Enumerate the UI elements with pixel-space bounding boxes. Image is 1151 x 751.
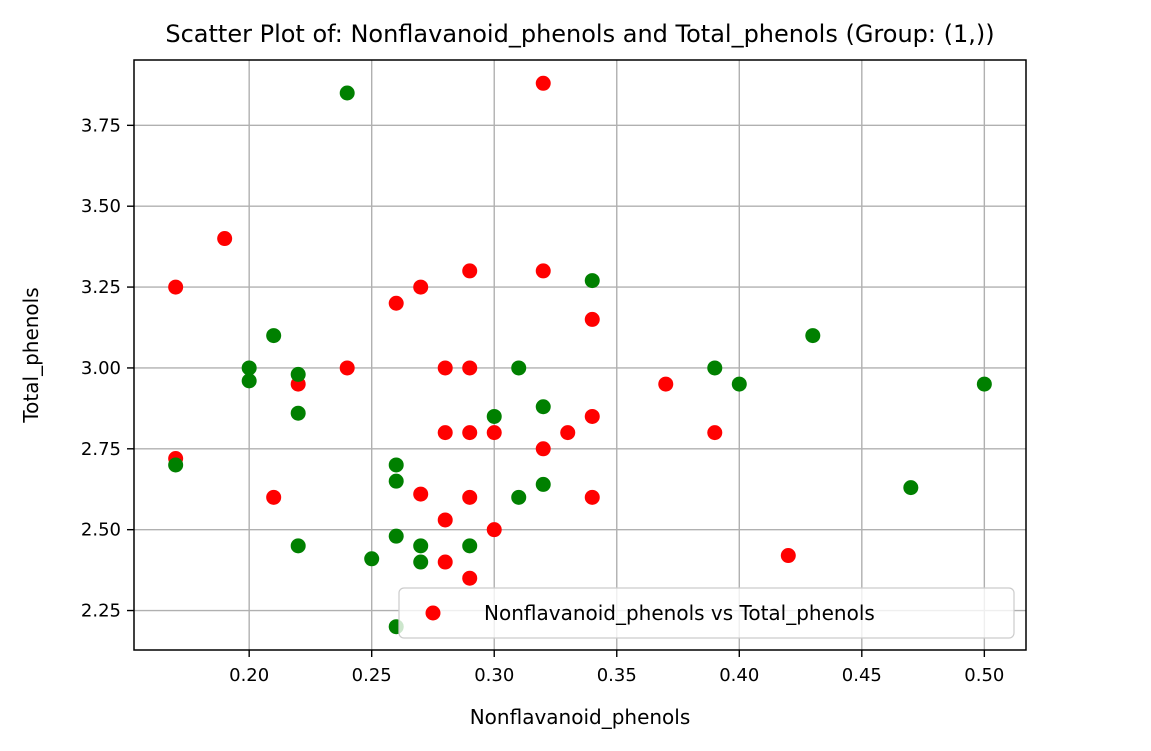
y-tick-label: 3.50 xyxy=(81,196,121,217)
data-point xyxy=(266,489,282,505)
data-point xyxy=(290,405,306,421)
data-point xyxy=(388,295,404,311)
data-point xyxy=(535,441,551,457)
data-point xyxy=(462,360,478,376)
data-point xyxy=(707,425,723,441)
data-point xyxy=(584,489,600,505)
data-point xyxy=(535,476,551,492)
x-tick-label: 0.20 xyxy=(229,665,269,686)
data-point xyxy=(339,85,355,101)
x-tick-label: 0.40 xyxy=(719,665,759,686)
plot-frame xyxy=(133,59,1027,651)
x-axis-ticks: 0.20 0.25 0.30 0.35 0.40 0.45 0.50 xyxy=(229,650,1004,686)
data-point xyxy=(168,279,184,295)
data-point xyxy=(486,425,502,441)
data-point xyxy=(241,373,257,389)
y-tick-label: 2.75 xyxy=(81,439,121,460)
x-tick-label: 0.50 xyxy=(964,665,1004,686)
data-point xyxy=(780,548,796,564)
data-point xyxy=(584,408,600,424)
legend: Nonflavanoid_phenols vs Total_phenols xyxy=(398,587,1015,639)
chart-title: Scatter Plot of: Nonflavanoid_phenols an… xyxy=(165,20,994,48)
data-point xyxy=(560,425,576,441)
data-point xyxy=(413,486,429,502)
data-point xyxy=(805,328,821,344)
data-point xyxy=(437,512,453,528)
data-point xyxy=(486,522,502,538)
data-point xyxy=(413,554,429,570)
data-point xyxy=(462,425,478,441)
data-point xyxy=(437,554,453,570)
data-point xyxy=(462,263,478,279)
data-point xyxy=(437,425,453,441)
data-point xyxy=(388,457,404,473)
y-axis-label: Total_phenols xyxy=(19,287,43,423)
data-point xyxy=(707,360,723,376)
data-point xyxy=(535,75,551,91)
data-point xyxy=(584,273,600,289)
y-axis-ticks: 2.25 2.50 2.75 3.00 3.25 3.50 3.75 xyxy=(81,115,134,622)
data-points xyxy=(168,75,992,635)
data-point xyxy=(535,263,551,279)
data-point xyxy=(976,376,992,392)
data-point xyxy=(266,328,282,344)
y-tick-label: 3.25 xyxy=(81,277,121,298)
y-tick-label: 2.25 xyxy=(81,601,121,622)
data-point xyxy=(462,538,478,554)
data-point xyxy=(462,570,478,586)
data-point xyxy=(168,457,184,473)
x-tick-label: 0.25 xyxy=(352,665,392,686)
data-point xyxy=(511,489,527,505)
data-point xyxy=(437,360,453,376)
data-point xyxy=(462,489,478,505)
data-point xyxy=(339,360,355,376)
data-point xyxy=(535,399,551,415)
data-point xyxy=(903,480,919,496)
x-tick-label: 0.30 xyxy=(474,665,514,686)
data-point xyxy=(364,551,380,567)
legend-box xyxy=(398,587,1015,639)
legend-entry-label: Nonflavanoid_phenols vs Total_phenols xyxy=(484,601,875,625)
x-axis-label: Nonflavanoid_phenols xyxy=(470,705,691,729)
data-point xyxy=(388,528,404,544)
data-point xyxy=(413,279,429,295)
data-point xyxy=(217,231,233,247)
y-tick-label: 2.50 xyxy=(81,520,121,541)
data-point xyxy=(658,376,674,392)
data-point xyxy=(584,311,600,327)
data-point xyxy=(413,538,429,554)
x-tick-label: 0.45 xyxy=(842,665,882,686)
y-tick-label: 3.75 xyxy=(81,115,121,136)
data-point xyxy=(290,538,306,554)
data-point xyxy=(290,366,306,382)
data-point xyxy=(486,408,502,424)
y-tick-label: 3.00 xyxy=(81,358,121,379)
data-point xyxy=(731,376,747,392)
legend-marker xyxy=(425,605,441,621)
data-point xyxy=(511,360,527,376)
x-tick-label: 0.35 xyxy=(597,665,637,686)
data-point xyxy=(241,360,257,376)
data-point xyxy=(388,473,404,489)
grid xyxy=(134,60,1026,650)
